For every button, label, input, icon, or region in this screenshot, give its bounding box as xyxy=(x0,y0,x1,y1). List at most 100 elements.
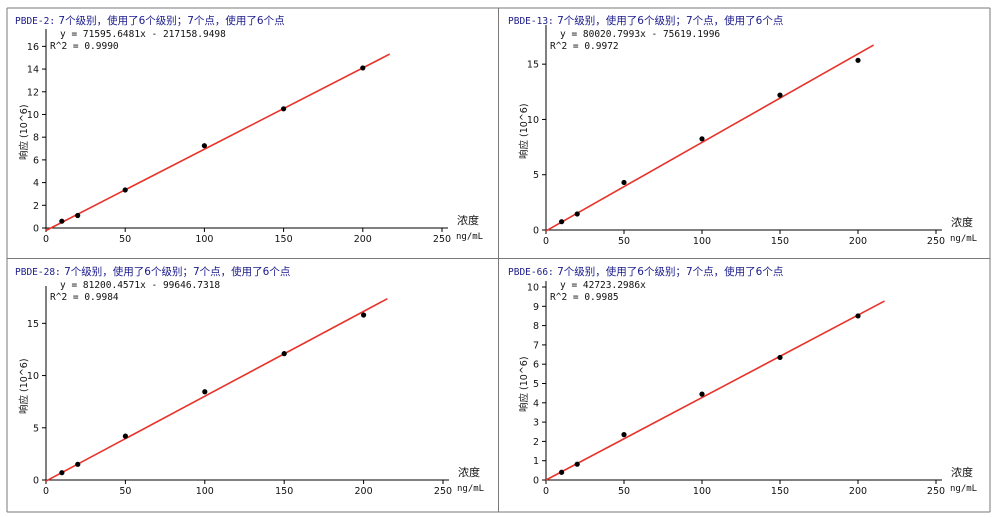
x-tick-label: 150 xyxy=(275,486,293,497)
y-tick-label: 5 xyxy=(33,423,39,434)
x-tick-label: 250 xyxy=(927,486,945,497)
regression-line xyxy=(45,297,388,482)
y-tick-label: 10 xyxy=(27,110,39,121)
regression-line xyxy=(45,53,391,232)
x-tick-label: 200 xyxy=(354,234,372,245)
y-tick-label: 3 xyxy=(533,418,539,429)
y-tick-label: 4 xyxy=(33,178,39,189)
y-tick-label: 10 xyxy=(527,115,539,126)
chart-title-text: 7个级别，使用了6个级别；7个点，使用了6个点 xyxy=(553,15,784,27)
x-tick-label: 250 xyxy=(433,234,451,245)
y-tick-label: 15 xyxy=(527,60,539,71)
calibration-chart-2: 0 50 100 150 200 250 0 5 10 15 PBDE-13: 7个级别，使用了6个… xyxy=(500,8,990,258)
data-point xyxy=(621,179,627,186)
data-point xyxy=(559,469,565,475)
x-tick-label: 0 xyxy=(543,486,549,497)
chart-compound-code: PBDE-66: xyxy=(508,267,554,278)
x-tick-label: 100 xyxy=(195,234,213,245)
y-tick-label: 2 xyxy=(533,437,539,448)
x-axis-unit: ng/mL xyxy=(950,234,978,244)
data-point xyxy=(777,92,783,98)
data-point xyxy=(201,143,207,149)
chart-plot-area: 0 50 100 150 200 250 0 5 10 15 xyxy=(527,25,945,247)
x-tick-label: 200 xyxy=(355,486,373,497)
y-axis-label: 响应 (10^6) xyxy=(519,102,530,159)
chart-title: PBDE-28: 7个级别，使用了6个级别；7个点，使用了6个点 xyxy=(15,264,290,279)
chart-plot-area: 0 50 100 150 200 250 0 1 2 3 4 5 6 7 8 9 10 xyxy=(527,281,945,497)
data-point xyxy=(59,218,65,224)
regression-line xyxy=(545,44,874,232)
calibration-chart-1: 0 50 100 150 200 250 0 2 4 6 8 10 12 14 16 PBDE-2: 7个级别… xyxy=(7,8,497,258)
data-point xyxy=(360,65,366,71)
x-axis-unit: ng/mL xyxy=(457,484,485,494)
x-tick-label: 200 xyxy=(849,236,867,247)
y-tick-label: 8 xyxy=(33,133,39,144)
x-tick-label: 250 xyxy=(927,236,945,247)
data-point xyxy=(122,433,128,439)
y-tick-label: 8 xyxy=(533,321,539,332)
x-tick-label: 0 xyxy=(43,234,49,245)
y-axis-label: 响应 (10^6) xyxy=(19,358,30,414)
y-tick-label: 4 xyxy=(533,398,539,409)
y-tick-label: 2 xyxy=(33,201,39,212)
x-axis-unit: ng/mL xyxy=(456,232,484,242)
x-axis-label: 浓度 xyxy=(457,214,479,227)
chart-title: PBDE-66: 7个级别，使用了6个级别；7个点，使用了6个点 xyxy=(508,264,783,279)
data-point xyxy=(75,461,81,467)
data-point xyxy=(777,354,783,361)
x-tick-label: 0 xyxy=(43,486,49,497)
x-tick-label: 0 xyxy=(543,236,549,247)
y-tick-label: 0 xyxy=(533,226,539,237)
chart-title: PBDE-13: 7个级别，使用了6个级别；7个点，使用了6个点 xyxy=(508,13,783,28)
r-squared-value: R^2 = 0.9984 xyxy=(50,292,119,303)
x-tick-label: 100 xyxy=(693,486,711,497)
data-point xyxy=(574,461,580,467)
y-axis-label: 响应 (10^6) xyxy=(19,103,30,160)
y-tick-label: 12 xyxy=(27,87,39,98)
data-point xyxy=(281,106,287,112)
chart-title: PBDE-2: 7个级别，使用了6个级别；7个点，使用了6个点 xyxy=(15,13,285,28)
x-axis-label: 浓度 xyxy=(458,466,480,479)
y-tick-label: 16 xyxy=(27,42,39,53)
x-axis-label: 浓度 xyxy=(951,216,973,229)
r-squared-value: R^2 = 0.9990 xyxy=(50,41,119,52)
y-tick-label: 5 xyxy=(533,170,539,181)
regression-equation: y = 42723.2986x xyxy=(560,280,646,291)
chart-plot-area: 0 50 100 150 200 250 0 2 4 6 8 10 12 14 16 xyxy=(27,29,451,245)
regression-line xyxy=(545,300,885,481)
data-point xyxy=(202,389,208,395)
data-point xyxy=(855,57,861,63)
x-tick-label: 50 xyxy=(618,236,630,247)
y-tick-label: 9 xyxy=(533,302,539,313)
y-tick-label: 10 xyxy=(27,371,39,382)
chart-compound-code: PBDE-13: xyxy=(508,16,554,27)
x-tick-label: 150 xyxy=(771,486,789,497)
y-tick-label: 1 xyxy=(533,456,539,467)
data-point xyxy=(281,351,287,357)
regression-equation: y = 71595.6481x - 217158.9498 xyxy=(60,29,226,40)
y-tick-label: 7 xyxy=(533,340,539,351)
chart-title-text: 7个级别，使用了6个级别；7个点，使用了6个点 xyxy=(60,266,291,278)
y-tick-label: 15 xyxy=(27,319,39,330)
chart-plot-area: 0 50 100 150 200 250 0 5 10 15 xyxy=(27,286,452,497)
chart-compound-code: PBDE-2: xyxy=(15,16,56,27)
data-point xyxy=(59,470,65,476)
data-point xyxy=(855,313,861,319)
regression-equation: y = 80020.7993x - 75619.1996 xyxy=(560,29,721,40)
x-tick-label: 50 xyxy=(119,486,131,497)
x-tick-label: 50 xyxy=(119,234,131,245)
x-axis-label: 浓度 xyxy=(951,466,973,479)
x-tick-label: 150 xyxy=(771,236,789,247)
data-point xyxy=(699,136,705,142)
data-point xyxy=(559,219,565,225)
x-tick-label: 150 xyxy=(275,234,293,245)
y-tick-label: 10 xyxy=(527,283,539,294)
regression-equation: y = 81200.4571x - 99646.7318 xyxy=(60,280,221,291)
x-tick-label: 100 xyxy=(693,236,711,247)
data-point xyxy=(699,391,705,397)
y-tick-label: 0 xyxy=(533,476,539,487)
y-tick-label: 6 xyxy=(33,155,39,166)
data-point xyxy=(621,432,627,438)
